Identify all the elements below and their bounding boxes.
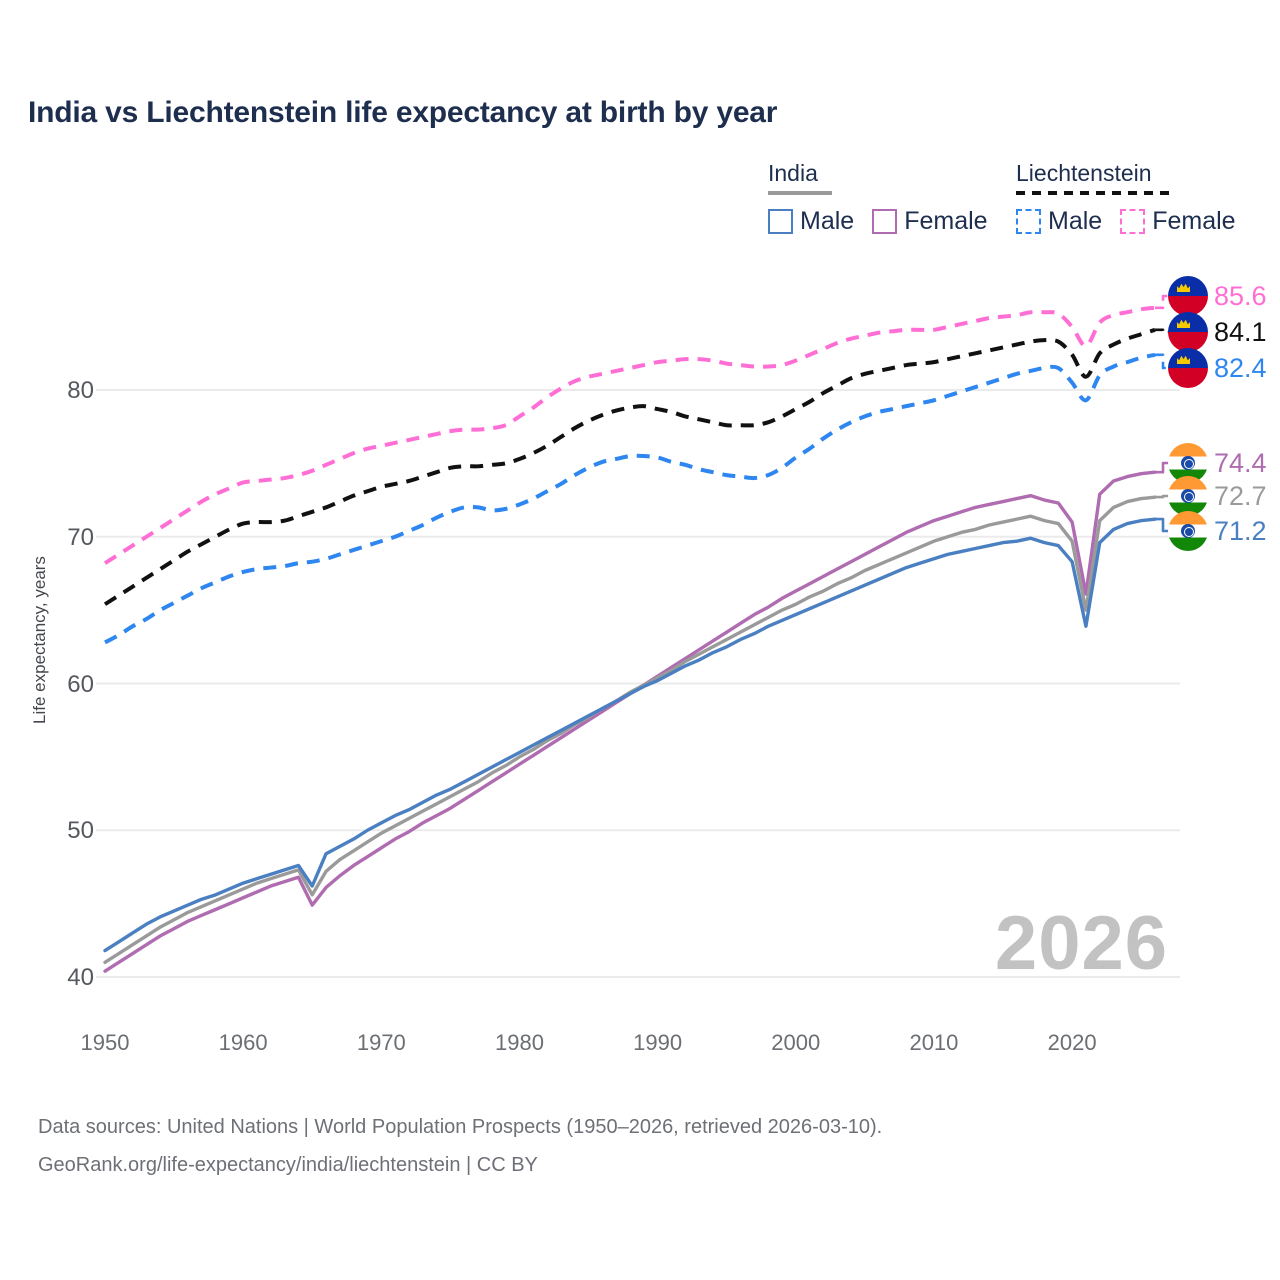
end-label-value: 85.6 [1214,280,1267,311]
year-watermark: 2026 [994,901,1168,986]
y-axis-tick-label: 50 [67,817,94,845]
india-flag-icon [1168,511,1208,551]
liechtenstein-flag-icon [1168,276,1208,316]
legend-country-label: India [768,160,818,186]
legend-country-label: Liechtenstein [1016,160,1152,186]
x-axis-tick-label: 1990 [633,1030,683,1055]
x-axis-tick-label: 2000 [771,1030,821,1055]
x-axis-tick-label: 1960 [218,1030,268,1055]
end-label-value: 72.7 [1214,480,1267,511]
end-label[interactable]: 72.7 [1168,476,1267,516]
legend-swatch-icon [1016,209,1041,234]
legend-item-label: Male [1048,207,1103,235]
legend-item-label: Female [1152,207,1236,235]
end-label[interactable]: 84.1 [1168,312,1267,352]
legend-group-liechtenstein: Liechtenstein Male Female [1016,160,1236,236]
y-axis-tick-label: 40 [67,964,94,991]
x-axis-tick-label: 1950 [80,1030,130,1055]
end-label-value: 71.2 [1214,515,1267,546]
legend-rule-solid [768,191,832,195]
x-axis-tick-label: 1980 [494,1030,544,1055]
end-label-value: 84.1 [1214,316,1267,347]
end-label[interactable]: 71.2 [1168,511,1267,551]
end-label[interactable]: 85.6 [1168,276,1267,316]
legend-rule-dashed [1016,191,1170,195]
chart-legend: India Male Female Liechtenstein Male [760,160,1260,240]
liechtenstein-flag-icon [1168,348,1208,388]
legend-group-india: India Male Female [768,160,988,236]
page-title: India vs Liechtenstein life expectancy a… [28,96,778,129]
series-line [103,495,1157,965]
legend-swatch-icon [872,209,898,234]
end-label-value: 74.4 [1214,447,1267,478]
crown-icon [1177,355,1190,364]
legend-item-label: Female [904,207,988,235]
footer-line-attribution: GeoRank.org/life-expectancy/india/liecht… [38,1154,538,1176]
legend-item-india-female[interactable]: Female [872,207,988,236]
legend-item-india-male[interactable]: Male [768,207,854,236]
x-axis-tick-label: 2020 [1047,1030,1097,1055]
legend-item-label: Male [800,207,855,235]
crown-icon [1177,319,1190,328]
y-axis-tick-label: 60 [67,670,94,698]
y-axis-tick-label: 80 [67,377,94,404]
chakra-icon [1181,456,1195,470]
end-label-value: 82.4 [1214,352,1267,383]
y-axis-ticks: 40 50 60 70 80 [28,0,94,1280]
chakra-icon [1181,489,1195,503]
series-line [103,305,1156,565]
legend-swatch-icon [1120,209,1146,234]
chart-footer: Data sources: United Nations | World Pop… [38,1108,882,1184]
crown-icon [1177,283,1190,292]
series-line [104,352,1156,645]
series-line [103,517,1157,953]
x-axis-tick-label: 1970 [356,1030,406,1055]
legend-swatch-icon [768,209,793,234]
series-line [103,470,1157,973]
y-axis-tick-label: 70 [67,523,94,551]
legend-item-liechtenstein-female[interactable]: Female [1120,207,1236,236]
series-line [103,327,1156,606]
legend-item-liechtenstein-male[interactable]: Male [1016,207,1102,236]
end-label[interactable]: 82.4 [1168,348,1267,388]
liechtenstein-flag-icon [1168,312,1208,352]
x-axis-tick-label: 2010 [909,1030,959,1055]
india-flag-icon [1168,476,1208,516]
chakra-icon [1181,524,1195,538]
footer-line-sources: Data sources: United Nations | World Pop… [38,1116,883,1138]
